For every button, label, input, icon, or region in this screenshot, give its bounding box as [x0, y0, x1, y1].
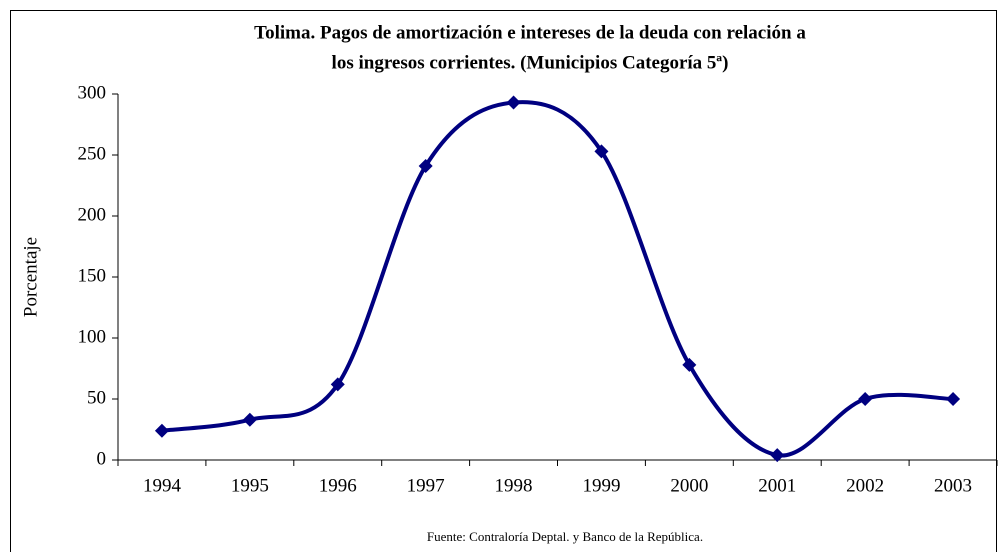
marker: [330, 377, 345, 392]
marker: [946, 392, 961, 406]
marker: [682, 357, 697, 372]
x-tick-label: 1998: [495, 475, 533, 496]
x-tick-label: 1994: [143, 475, 182, 496]
y-tick-label: 150: [78, 265, 107, 286]
marker: [770, 448, 785, 463]
chart-title: los ingresos corrientes. (Municipios Cat…: [332, 52, 729, 73]
line: [161, 100, 954, 458]
x-tick-label: 1999: [582, 475, 620, 496]
y-tick-label: 100: [78, 326, 107, 347]
source-note: Fuente: Contraloría Deptal. y Banco de l…: [427, 529, 703, 544]
marker: [154, 423, 169, 438]
x-tick-label: 1995: [231, 475, 269, 496]
y-tick-label: 200: [78, 204, 107, 225]
y-tick-label: 250: [78, 143, 107, 164]
marker: [858, 392, 873, 406]
y-tick-label: 50: [87, 387, 106, 408]
marker: [242, 412, 257, 427]
y-tick-label: 300: [78, 82, 107, 103]
x-tick-label: 2003: [934, 475, 972, 496]
marker: [418, 158, 433, 173]
y-tick-label: 0: [97, 448, 107, 469]
chart-title: Tolima. Pagos de amortización e interese…: [254, 22, 806, 43]
chart-frame: [10, 10, 997, 552]
x-tick-label: 2002: [846, 475, 884, 496]
marker: [594, 144, 609, 159]
x-tick-label: 2001: [758, 475, 796, 496]
x-tick-label: 1996: [319, 475, 357, 496]
marker: [506, 95, 521, 110]
x-tick-label: 2000: [670, 475, 708, 496]
y-axis-label: Porcentaje: [20, 237, 41, 317]
x-tick-label: 1997: [407, 475, 445, 496]
